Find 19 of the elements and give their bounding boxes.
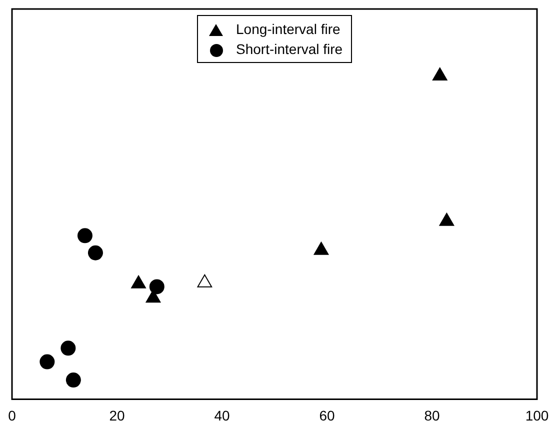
x-tick-label: 20 [109, 407, 125, 424]
point [314, 242, 329, 255]
point [66, 372, 81, 388]
point [60, 340, 76, 356]
point [432, 68, 448, 81]
point [131, 275, 146, 288]
x-tick-label: 100 [525, 407, 549, 424]
point [77, 228, 92, 244]
x-tick-label: 0 [8, 407, 16, 424]
point [439, 212, 454, 226]
x-tick-label: 60 [319, 407, 335, 424]
legend-label: Long-interval fire [236, 21, 340, 37]
point [197, 274, 212, 288]
x-tick-label: 40 [214, 407, 230, 424]
point [40, 354, 55, 370]
point [88, 245, 103, 260]
point [149, 279, 164, 294]
x-tick-label: 80 [424, 407, 440, 424]
legend-label: Short-interval fire [236, 41, 343, 57]
